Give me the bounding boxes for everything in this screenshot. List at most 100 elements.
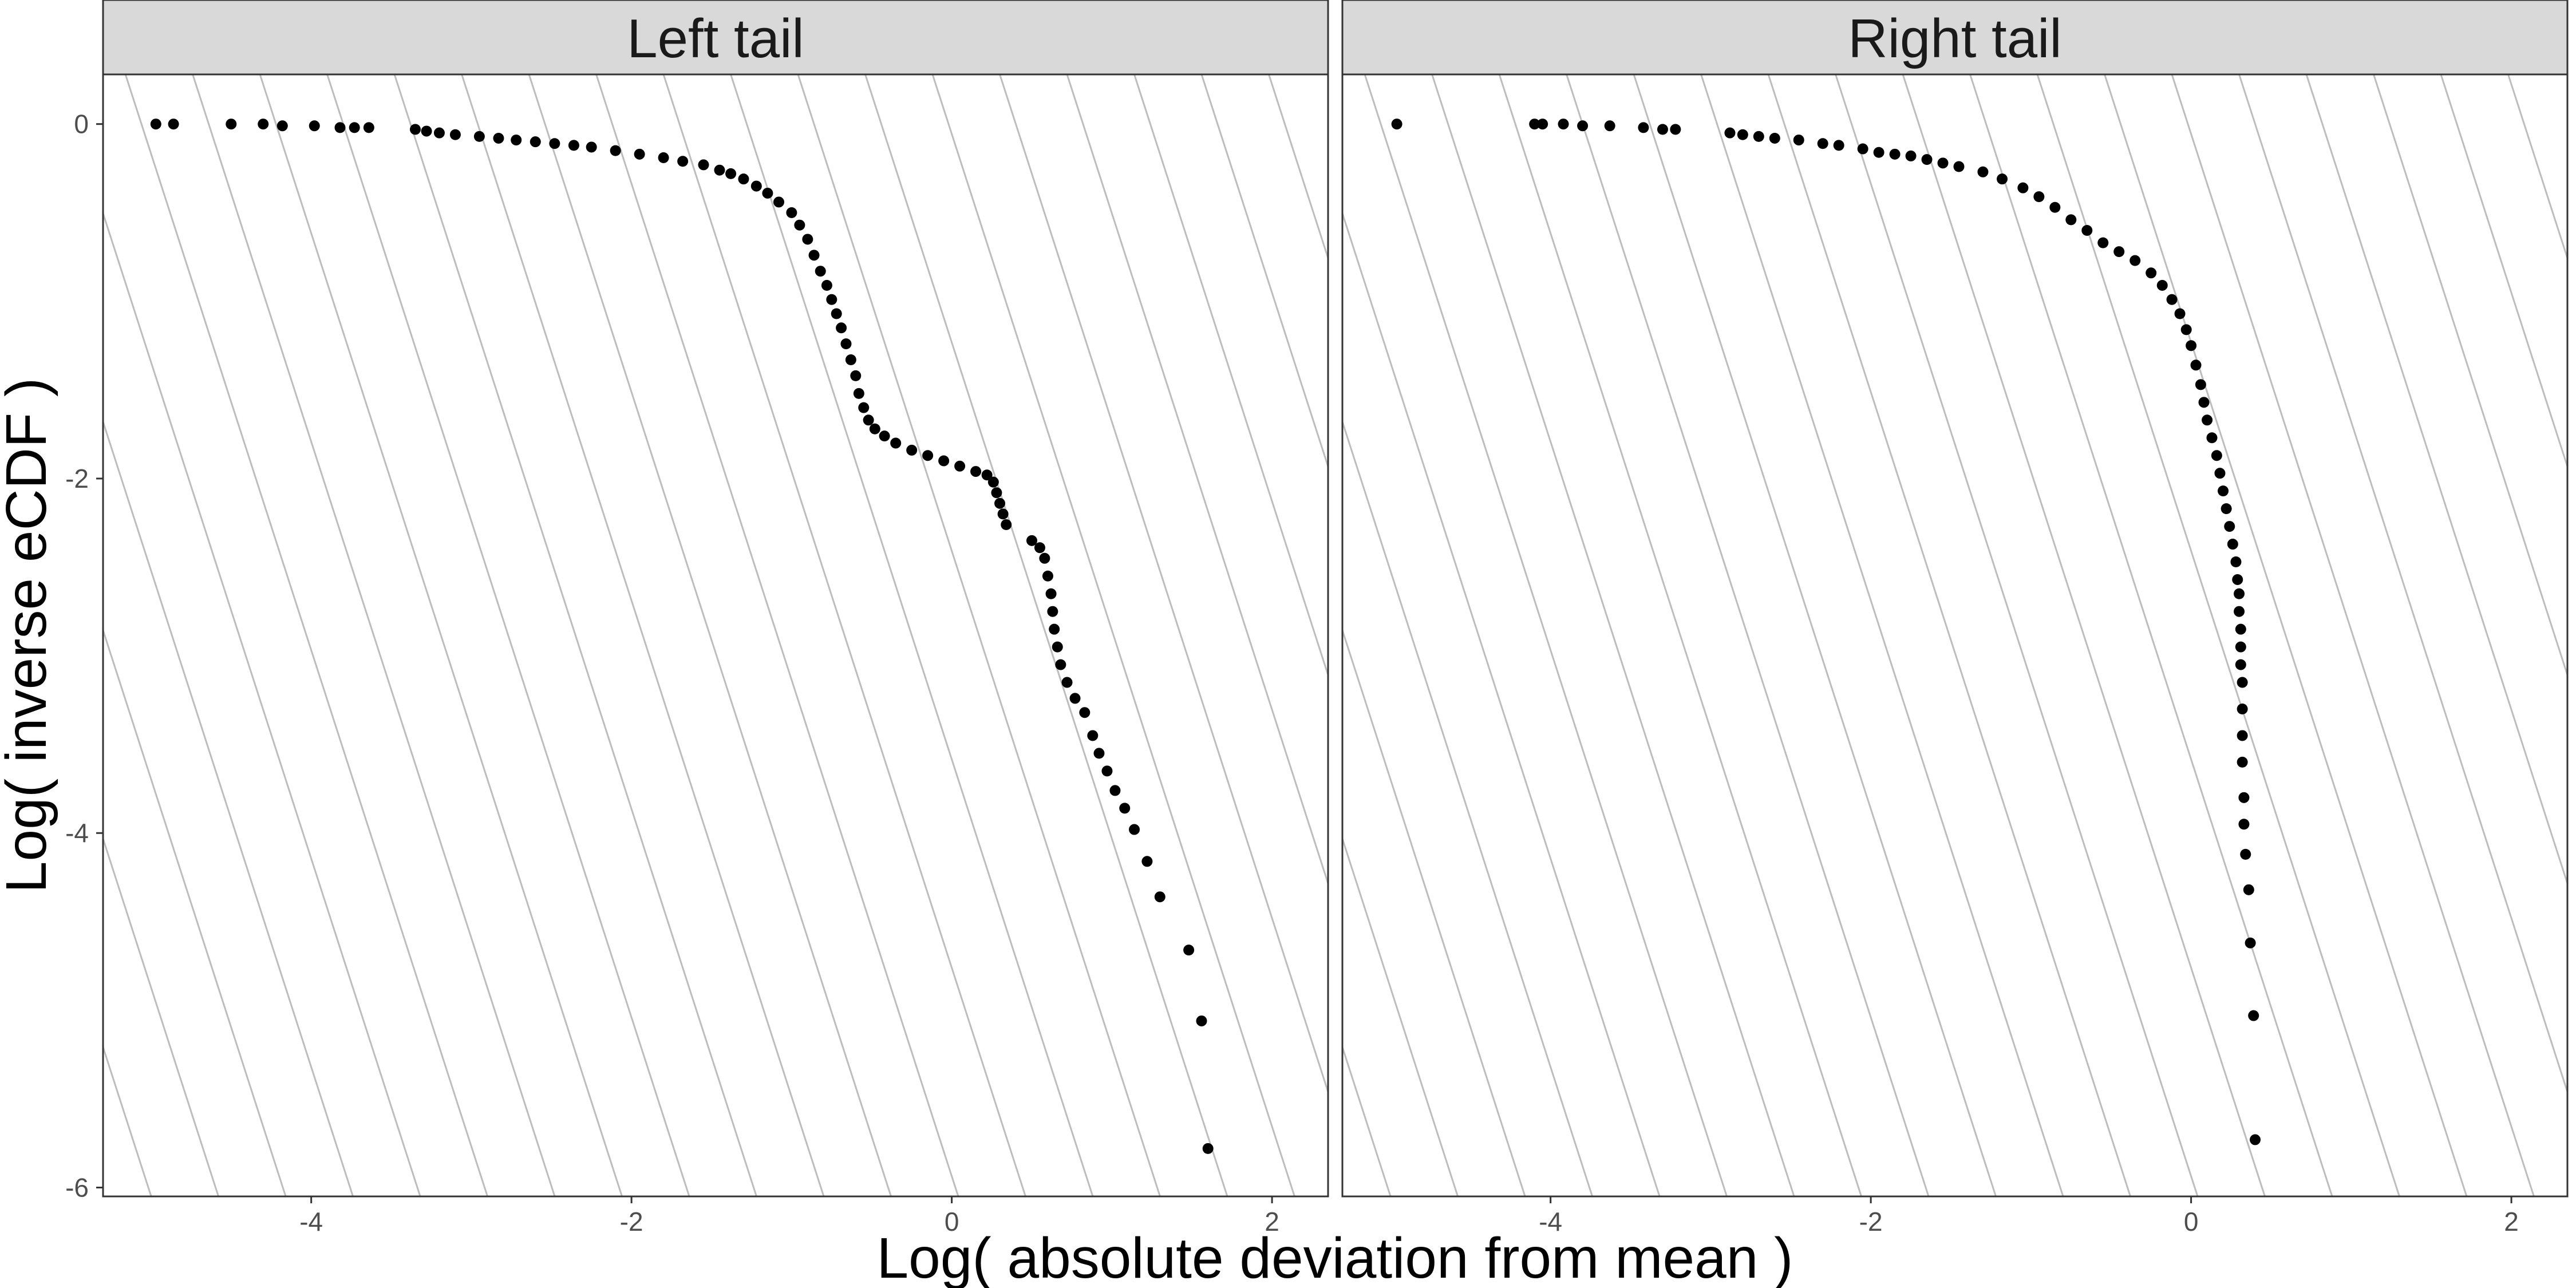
data-point-left-56	[991, 487, 1002, 499]
data-point-left-43	[853, 388, 864, 399]
reference-line-left-7	[124, 74, 488, 1196]
data-point-right-21	[1937, 157, 1949, 169]
data-point-right-54	[2235, 623, 2246, 635]
data-point-left-47	[879, 430, 890, 442]
data-point-right-45	[2214, 468, 2226, 479]
data-point-left-2	[226, 118, 237, 130]
data-point-left-25	[714, 164, 725, 176]
data-point-left-44	[858, 402, 870, 413]
data-point-right-43	[2206, 432, 2218, 444]
data-point-left-38	[831, 308, 842, 319]
data-point-right-40	[2195, 379, 2206, 390]
data-point-left-65	[1047, 606, 1058, 617]
reference-line-right-9	[1498, 74, 1862, 1196]
data-point-left-72	[1087, 730, 1099, 741]
data-point-left-46	[869, 423, 880, 434]
data-point-right-64	[2243, 884, 2254, 895]
reference-line-right-19	[2171, 74, 2535, 1196]
data-point-left-66	[1049, 623, 1060, 635]
reference-line-left-23	[1200, 74, 1328, 469]
x-tick-label: 0	[2184, 1207, 2199, 1236]
reference-line-left-11	[393, 74, 757, 1196]
x-axis-title: Log( absolute deviation from mean )	[877, 1226, 1793, 1288]
data-point-right-4	[1577, 120, 1589, 132]
data-point-left-73	[1093, 748, 1105, 759]
data-point-right-67	[2250, 1134, 2261, 1145]
panel-left-points	[150, 118, 1214, 1154]
data-point-right-12	[1769, 132, 1780, 144]
reference-line-right-8	[1431, 74, 1795, 1196]
x-tick-label: -4	[299, 1207, 323, 1236]
y-axis-title: Log( inverse eCDF )	[0, 378, 58, 893]
data-point-left-75	[1109, 785, 1121, 796]
data-point-left-55	[987, 476, 999, 488]
data-point-right-37	[2180, 324, 2192, 335]
y-tick-label: -4	[65, 818, 89, 848]
data-point-left-0	[150, 118, 161, 130]
reference-line-left-19	[931, 74, 1295, 1196]
data-point-right-14	[1817, 138, 1828, 149]
data-point-left-31	[786, 207, 797, 219]
reference-line-right-23	[2440, 74, 2567, 469]
data-point-right-57	[2237, 677, 2248, 688]
panel-left-tail: Left tail	[102, 0, 1329, 1198]
x-tick-label: -2	[620, 1207, 643, 1236]
data-point-right-47	[2221, 503, 2232, 515]
data-point-right-53	[2234, 606, 2245, 617]
panel-right-points	[1391, 118, 2261, 1145]
data-point-right-10	[1737, 129, 1748, 140]
reference-line-right-12	[1700, 74, 2064, 1196]
data-point-left-14	[493, 132, 504, 144]
data-point-right-26	[2033, 191, 2045, 203]
reference-line-right-10	[1566, 74, 1930, 1196]
data-point-left-22	[658, 152, 669, 164]
x-axis-ticks-left: -4 -2 0 2	[299, 1196, 1279, 1236]
reference-line-right-18	[2104, 74, 2468, 1196]
data-point-left-60	[1026, 535, 1037, 546]
data-point-left-7	[349, 122, 360, 133]
panel-left-background	[103, 74, 1328, 1196]
data-point-right-17	[1873, 147, 1884, 158]
data-point-left-57	[994, 497, 1006, 509]
reference-line-left-18	[864, 74, 1228, 1196]
data-point-left-54	[981, 469, 993, 481]
reference-line-left-14	[595, 74, 959, 1196]
panel-left-title: Left tail	[627, 8, 804, 69]
data-point-left-10	[421, 125, 432, 137]
data-point-right-61	[2238, 792, 2250, 803]
data-point-left-82	[1202, 1143, 1214, 1154]
panel-left-reference-lines	[103, 74, 1328, 1196]
data-point-left-28	[750, 180, 762, 192]
data-point-left-30	[773, 196, 784, 208]
data-point-right-29	[2081, 224, 2093, 236]
x-tick-label: 2	[1265, 1207, 1279, 1236]
data-point-right-31	[2113, 246, 2125, 258]
data-point-right-7	[1657, 124, 1668, 135]
data-point-left-62	[1039, 552, 1050, 564]
data-point-right-35	[2166, 294, 2178, 305]
data-point-left-63	[1042, 570, 1053, 582]
data-point-right-66	[2248, 1010, 2259, 1021]
data-point-left-9	[409, 124, 421, 135]
data-point-right-32	[2129, 255, 2141, 266]
data-point-right-48	[2224, 521, 2235, 532]
data-point-right-52	[2234, 588, 2245, 599]
data-point-left-32	[794, 219, 805, 231]
data-point-left-69	[1061, 677, 1073, 688]
data-point-right-8	[1670, 124, 1681, 135]
data-point-right-58	[2237, 703, 2248, 714]
data-point-left-1	[168, 118, 179, 130]
reference-line-right-11	[1633, 74, 1997, 1196]
data-point-right-11	[1753, 131, 1764, 142]
data-point-right-2	[1537, 118, 1548, 130]
reference-line-left-4	[103, 627, 287, 1196]
data-point-right-56	[2235, 659, 2246, 670]
reference-line-right-6	[1342, 210, 1661, 1196]
data-point-right-25	[2017, 182, 2029, 193]
data-point-right-24	[1997, 173, 2008, 185]
data-point-left-42	[850, 370, 862, 381]
data-point-right-3	[1558, 118, 1569, 130]
data-point-left-52	[954, 460, 966, 472]
data-point-left-40	[840, 338, 852, 350]
data-point-right-1	[1529, 118, 1540, 130]
